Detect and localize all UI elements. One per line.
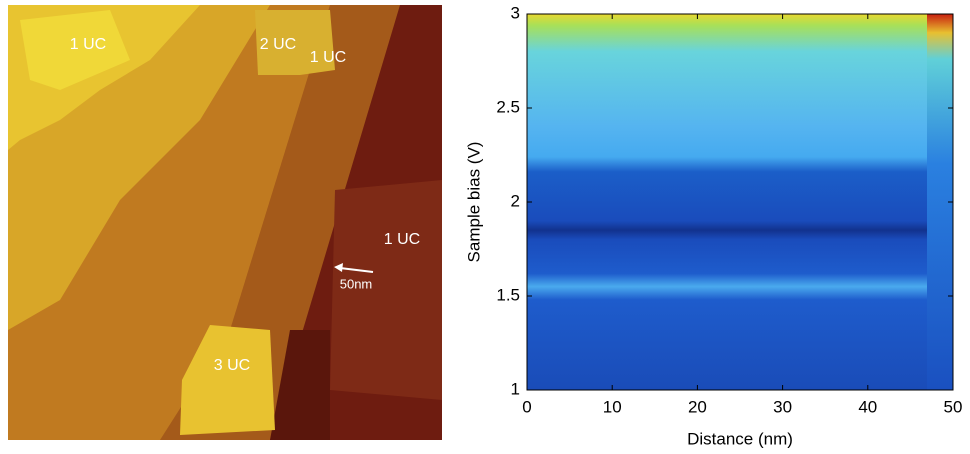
y-tick-label: 1: [511, 379, 520, 398]
x-tick-label: 50: [944, 397, 963, 416]
region-label: 1 UC: [384, 231, 420, 248]
y-axis-label: Sample bias (V): [464, 142, 483, 263]
scale-bar-label: 50nm: [340, 276, 373, 291]
x-tick-label: 0: [522, 397, 531, 416]
region-label: 3 UC: [214, 357, 250, 374]
spectrum-map: Distance (nm) Sample bias (V) 0 10 20 30 40 5…: [464, 3, 962, 448]
x-tick-label: 10: [603, 397, 622, 416]
x-axis-label: Distance (nm): [687, 429, 793, 448]
stm-image: 1 UC 2 UC 1 UC 1 UC 3 UC 50nm: [8, 5, 442, 440]
x-tick-label: 30: [773, 397, 792, 416]
y-tick-label: 1.5: [496, 285, 520, 304]
y-tick-label: 3: [511, 3, 520, 22]
heatmap: [527, 14, 953, 390]
y-tick-label: 2.5: [496, 97, 520, 116]
x-tick-label: 20: [688, 397, 707, 416]
region-label: 1 UC: [70, 36, 106, 53]
x-tick-label: 40: [858, 397, 877, 416]
region-label: 1 UC: [310, 49, 346, 66]
region-label: 2 UC: [260, 36, 296, 53]
y-tick-label: 2: [511, 191, 520, 210]
